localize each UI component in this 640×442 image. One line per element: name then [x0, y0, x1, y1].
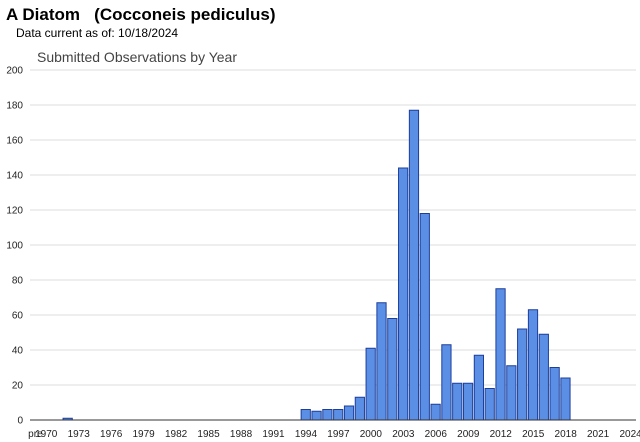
bar-2007: [441, 344, 452, 421]
x-tick-label: 1988: [230, 429, 253, 440]
bar-2008: [452, 382, 463, 421]
y-tick-label: 20: [12, 381, 24, 392]
x-tick-label: 2006: [425, 429, 448, 440]
y-tick-label: 200: [6, 66, 23, 77]
y-axis-ticks: 0 20 40 60 80 100 120 140 160 180 200: [6, 66, 23, 427]
bar-2002: [387, 318, 398, 421]
bar-2011: [484, 388, 495, 421]
x-tick-label: 1997: [327, 429, 350, 440]
x-tick-label: 1976: [100, 429, 123, 440]
y-tick-label: 100: [6, 241, 23, 252]
y-tick-label: 0: [17, 416, 23, 427]
bar-2015: [527, 309, 539, 421]
x-tick-label: 1970: [35, 429, 58, 440]
bar-2009: [462, 382, 474, 421]
x-tick-label: 2003: [392, 429, 415, 440]
bar-1994: [300, 409, 311, 421]
bar-2005: [419, 213, 430, 421]
y-tick-label: 60: [12, 311, 24, 322]
x-tick-label: 1991: [262, 429, 285, 440]
x-tick-label: 1979: [133, 429, 156, 440]
bar-2012: [495, 288, 506, 421]
x-tick-label: 1985: [197, 429, 220, 440]
bar-1996: [322, 409, 333, 421]
y-tick-label: 160: [6, 136, 23, 147]
bar-2018: [560, 377, 571, 421]
y-tick-label: 180: [6, 101, 23, 112]
x-tick-label: 2018: [555, 429, 578, 440]
y-tick-label: 40: [12, 346, 24, 357]
bar-1998: [343, 405, 355, 421]
x-tick-label: 1973: [68, 429, 91, 440]
species-title: A Diatom (Cocconeis pediculus): [6, 5, 276, 24]
x-tick-label: 2012: [490, 429, 513, 440]
bar-2014: [517, 328, 528, 421]
bar-2013: [506, 365, 517, 421]
bar-2016: [538, 333, 549, 421]
data-current-date: Data current as of: 10/18/2024: [16, 26, 179, 40]
y-tick-label: 80: [12, 276, 24, 287]
x-tick-label: 1982: [165, 429, 188, 440]
chart-title: Submitted Observations by Year: [37, 49, 237, 65]
bar-2000: [365, 347, 376, 421]
x-tick-label: 2015: [522, 429, 545, 440]
bar-1999: [354, 396, 365, 421]
bars: [62, 109, 571, 421]
bar-2003: [398, 167, 409, 421]
bar-2017: [549, 367, 560, 421]
y-tick-label: 120: [6, 206, 23, 217]
x-tick-label: 2021: [587, 429, 610, 440]
x-tick-label: 2009: [457, 429, 480, 440]
bar-1997: [333, 409, 344, 421]
bar-2004: [408, 109, 420, 421]
y-tick-label: 140: [6, 171, 23, 182]
bar-2010: [473, 354, 484, 421]
bar-2006: [430, 403, 441, 421]
bar-2001: [376, 302, 387, 421]
x-tick-label: 1994: [295, 429, 318, 440]
x-tick-label: 2024: [619, 429, 640, 440]
bar-1995: [311, 410, 322, 421]
x-tick-label: pre: [28, 429, 43, 440]
x-tick-label: 2000: [360, 429, 383, 440]
